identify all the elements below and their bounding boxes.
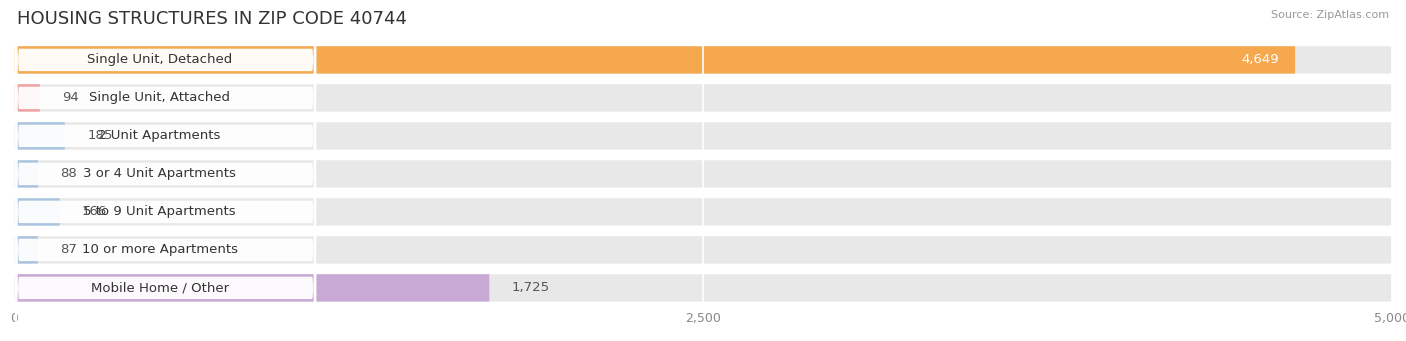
Text: Single Unit, Detached: Single Unit, Detached (87, 54, 232, 66)
Text: Mobile Home / Other: Mobile Home / Other (90, 281, 229, 294)
FancyBboxPatch shape (14, 46, 1392, 74)
FancyBboxPatch shape (14, 84, 1392, 112)
FancyBboxPatch shape (15, 0, 316, 341)
Text: HOUSING STRUCTURES IN ZIP CODE 40744: HOUSING STRUCTURES IN ZIP CODE 40744 (17, 10, 406, 28)
Text: 5 to 9 Unit Apartments: 5 to 9 Unit Apartments (83, 205, 236, 218)
FancyBboxPatch shape (15, 0, 316, 341)
Text: 185: 185 (87, 130, 112, 143)
FancyBboxPatch shape (14, 84, 39, 112)
Text: 88: 88 (60, 167, 77, 180)
FancyBboxPatch shape (14, 122, 65, 150)
FancyBboxPatch shape (14, 160, 38, 188)
FancyBboxPatch shape (14, 198, 1392, 226)
Text: 87: 87 (60, 243, 77, 256)
FancyBboxPatch shape (14, 236, 38, 264)
Text: 3 or 4 Unit Apartments: 3 or 4 Unit Apartments (83, 167, 236, 180)
Text: 2 Unit Apartments: 2 Unit Apartments (98, 130, 221, 143)
FancyBboxPatch shape (14, 236, 1392, 264)
Text: 4,649: 4,649 (1241, 54, 1278, 66)
FancyBboxPatch shape (14, 274, 1392, 301)
Text: Single Unit, Attached: Single Unit, Attached (89, 91, 231, 104)
FancyBboxPatch shape (15, 0, 316, 341)
FancyBboxPatch shape (14, 160, 1392, 188)
Text: Source: ZipAtlas.com: Source: ZipAtlas.com (1271, 10, 1389, 20)
Text: 94: 94 (62, 91, 79, 104)
Text: 1,725: 1,725 (512, 281, 550, 294)
Text: 10 or more Apartments: 10 or more Apartments (82, 243, 238, 256)
FancyBboxPatch shape (14, 198, 59, 226)
FancyBboxPatch shape (15, 0, 316, 341)
FancyBboxPatch shape (14, 46, 1295, 74)
FancyBboxPatch shape (15, 0, 316, 341)
FancyBboxPatch shape (15, 0, 316, 341)
FancyBboxPatch shape (14, 122, 1392, 150)
FancyBboxPatch shape (14, 274, 489, 301)
Text: 166: 166 (82, 205, 107, 218)
FancyBboxPatch shape (15, 0, 316, 341)
